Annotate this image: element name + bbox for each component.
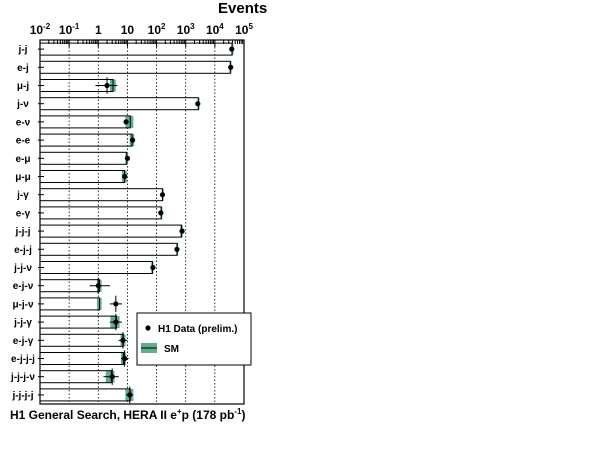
data-point — [228, 64, 234, 70]
x-tick-exponent: 5 — [248, 22, 253, 31]
data-point — [120, 337, 126, 343]
sm-bar — [39, 115, 131, 129]
data-point — [123, 119, 129, 125]
data-point — [127, 392, 133, 398]
data-point — [109, 374, 115, 380]
category-label: j-j-j-j — [11, 390, 33, 401]
category-label: e-j — [17, 63, 29, 74]
category-label: e-j-j — [14, 245, 32, 256]
x-tick-base: 1 — [95, 23, 102, 37]
sm-bar — [39, 60, 231, 74]
category-label: μ-j — [17, 81, 29, 92]
legend-data-label: H1 Data (prelim.) — [158, 324, 237, 335]
x-tick-base: 10 — [177, 23, 191, 37]
category-label: μ-μ — [15, 172, 31, 183]
sm-bar — [39, 315, 117, 329]
sm-bar — [39, 370, 112, 384]
category-label: j-ν — [16, 99, 29, 110]
data-point — [124, 155, 131, 161]
data-point — [179, 228, 185, 234]
chart-title: Events — [218, 0, 268, 17]
sm-bar — [39, 333, 124, 347]
legend-sm-label: SM — [164, 344, 179, 355]
x-tick-label: 102 — [148, 22, 166, 37]
data-point — [195, 101, 201, 107]
sm-bar — [39, 169, 126, 184]
category-label: e-e — [16, 136, 31, 147]
category-label: j-j-j-ν — [10, 372, 35, 383]
x-tick-exponent: 2 — [161, 22, 166, 31]
category-label: e-j-j-j — [11, 354, 35, 365]
category-label: j-j-ν — [13, 263, 32, 274]
sm-bar — [39, 97, 199, 111]
data-point — [122, 355, 128, 362]
data-point — [129, 137, 136, 143]
category-label: e-ν — [16, 117, 31, 128]
category-label: e-μ — [15, 154, 30, 165]
x-tick-label: 103 — [177, 22, 195, 37]
x-tick-base: 10 — [59, 23, 73, 37]
sm-bar — [39, 260, 153, 275]
data-point — [104, 82, 110, 89]
data-point — [95, 283, 101, 289]
category-label: j-j — [18, 45, 28, 56]
x-tick-label: 1 — [95, 23, 102, 37]
category-label: μ-j-ν — [12, 299, 34, 310]
sm-bar — [39, 351, 124, 366]
x-tick-exponent: 4 — [219, 22, 224, 31]
footer-beam-superscript: + — [176, 407, 182, 416]
sm-bar — [39, 206, 162, 220]
footer-prefix: H1 General Search, HERA II e — [10, 408, 177, 422]
x-tick-base: 10 — [235, 23, 249, 37]
x-tick-exponent: 3 — [190, 22, 195, 31]
data-point — [158, 210, 164, 216]
data-point — [113, 319, 119, 325]
data-point — [150, 264, 156, 271]
data-point — [174, 246, 180, 252]
x-tick-label: 10-1 — [59, 22, 80, 37]
sm-bar — [39, 224, 183, 238]
sm-bar — [39, 188, 164, 202]
x-tick-label: 10 — [121, 23, 135, 37]
category-label: j-j-j — [15, 227, 31, 238]
x-tick-label: 104 — [206, 22, 224, 37]
sm-bar — [39, 297, 100, 311]
x-tick-exponent: -2 — [43, 22, 51, 31]
footer-suffix: ) — [241, 408, 246, 422]
legend-box — [136, 312, 252, 366]
data-point — [122, 173, 128, 180]
category-label: e-j-γ — [13, 336, 34, 347]
sm-band — [125, 115, 134, 128]
x-tick-label: 105 — [235, 22, 253, 37]
x-tick-exponent: -1 — [72, 22, 80, 31]
x-tick-base: 10 — [121, 23, 135, 37]
x-tick-base: 10 — [30, 23, 44, 37]
x-tick-base: 10 — [148, 23, 162, 37]
sm-bar — [39, 151, 128, 165]
sm-bar — [39, 133, 133, 147]
data-point — [229, 46, 235, 52]
data-point — [159, 192, 166, 198]
category-label: e-j-ν — [13, 281, 34, 292]
chart-footer: H1 General Search, HERA II e+p (178 pb-1… — [10, 407, 245, 422]
footer-lumi-superscript: -1 — [234, 407, 242, 416]
sm-bar — [39, 388, 131, 402]
x-tick-label: 10-2 — [30, 22, 51, 37]
category-label: j-γ — [16, 190, 29, 201]
category-label: e-γ — [16, 208, 31, 219]
footer-mid: p (178 pb — [181, 408, 235, 422]
legend-data-marker — [145, 325, 151, 331]
plot-frame — [39, 39, 245, 405]
data-point — [113, 301, 119, 307]
category-label: j-j-γ — [13, 318, 32, 329]
x-tick-base: 10 — [206, 23, 220, 37]
